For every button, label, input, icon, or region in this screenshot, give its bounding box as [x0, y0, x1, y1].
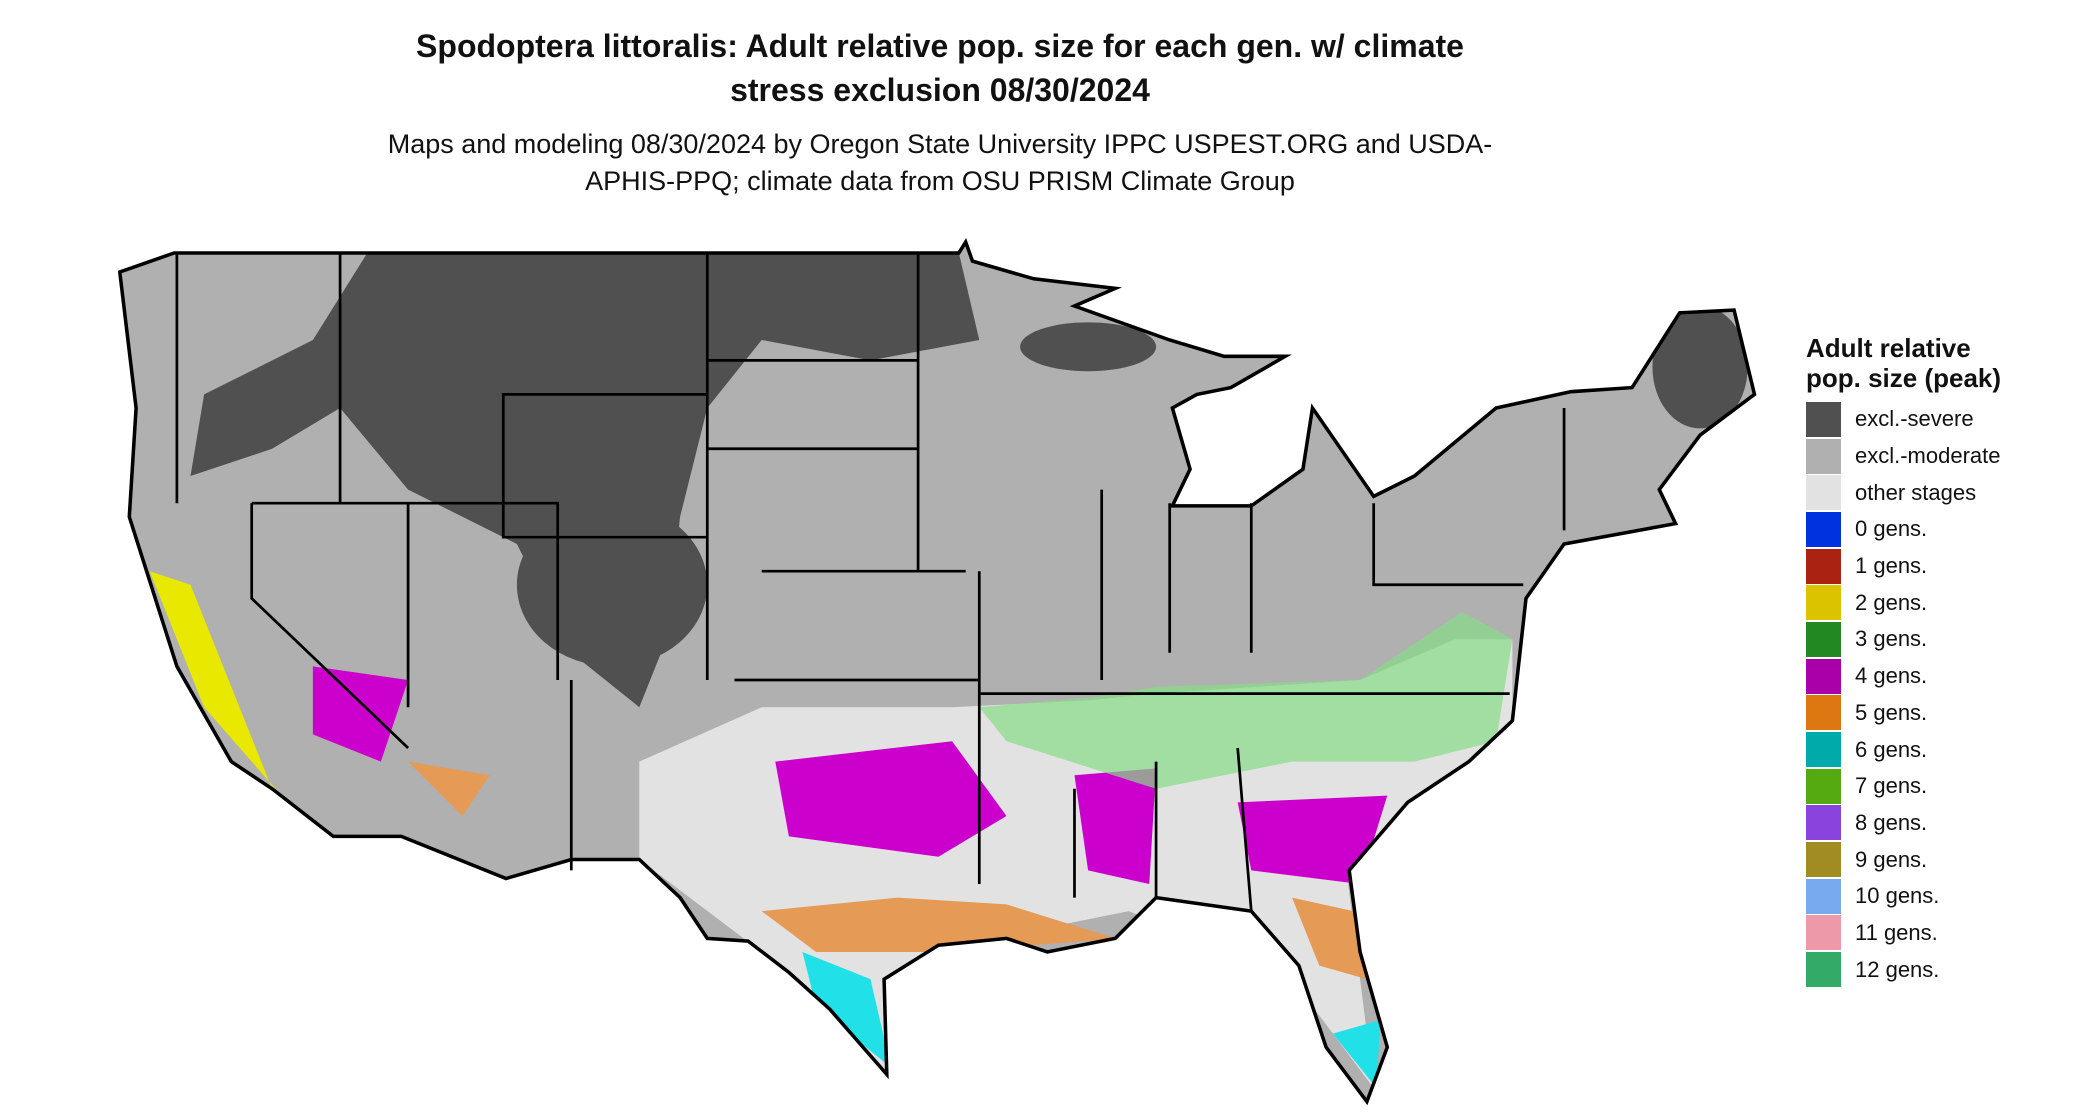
legend-swatch [1806, 401, 1841, 437]
legend-item: 0 gens. [1806, 511, 2046, 548]
legend-label: 5 gens. [1855, 699, 1928, 725]
legend-title: Adult relative pop. size (peak) [1806, 333, 2002, 393]
legend-swatch [1806, 621, 1841, 657]
legend-items: excl.-severe excl.-moderate other stages 0 … [1806, 401, 2046, 988]
legend-swatch [1806, 548, 1841, 584]
legend-swatch [1806, 695, 1841, 731]
legend-item: 1 gens. [1806, 548, 2046, 585]
legend-label: 3 gens. [1855, 626, 1928, 652]
legend-label: 7 gens. [1855, 773, 1928, 799]
legend-item: 9 gens. [1806, 841, 2046, 878]
legend-label: excl.-severe [1855, 406, 1974, 432]
legend-label: other stages [1855, 479, 1977, 505]
legend-label: 9 gens. [1855, 846, 1928, 872]
legend-label: 12 gens. [1855, 956, 1940, 982]
legend-item: 7 gens. [1806, 768, 2046, 805]
legend-swatch [1806, 511, 1841, 547]
map-title: Spodoptera littoralis: Adult relative po… [416, 28, 1464, 108]
legend-swatch [1806, 805, 1841, 841]
legend: Adult relative pop. size (peak) excl.-se… [1806, 333, 2046, 988]
legend-item: 12 gens. [1806, 951, 2046, 988]
legend-swatch [1806, 585, 1841, 621]
legend-label: 2 gens. [1855, 589, 1928, 615]
legend-swatch [1806, 878, 1841, 914]
legend-swatch [1806, 952, 1841, 988]
map-subtitle: Maps and modeling 08/30/2024 by Oregon S… [387, 129, 1493, 196]
legend-item: 3 gens. [1806, 621, 2046, 658]
legend-item: other stages [1806, 474, 2046, 511]
state-borders [175, 252, 1566, 912]
legend-label: 6 gens. [1855, 736, 1928, 762]
legend-swatch [1806, 842, 1841, 878]
legend-swatch [1806, 438, 1841, 474]
legend-label: 0 gens. [1855, 516, 1928, 542]
legend-item: excl.-moderate [1806, 438, 2046, 475]
legend-swatch [1806, 915, 1841, 951]
legend-swatch [1806, 732, 1841, 768]
legend-item: 6 gens. [1806, 731, 2046, 768]
map-fill [119, 242, 1755, 1102]
legend-item: excl.-severe [1806, 401, 2046, 438]
legend-label: 11 gens. [1855, 919, 1938, 945]
legend-item: 11 gens. [1806, 915, 2046, 952]
legend-item: 4 gens. [1806, 658, 2046, 695]
legend-label: 8 gens. [1855, 809, 1928, 835]
legend-item: 8 gens. [1806, 805, 2046, 842]
legend-label: excl.-moderate [1855, 443, 2001, 469]
legend-label: 1 gens. [1855, 553, 1928, 579]
legend-label: 10 gens. [1855, 883, 1940, 909]
legend-item: 2 gens. [1806, 584, 2046, 621]
legend-swatch [1806, 768, 1841, 804]
legend-item: 5 gens. [1806, 695, 2046, 732]
legend-swatch [1806, 658, 1841, 694]
legend-swatch [1806, 475, 1841, 511]
legend-label: 4 gens. [1855, 663, 1928, 689]
legend-item: 10 gens. [1806, 878, 2046, 915]
